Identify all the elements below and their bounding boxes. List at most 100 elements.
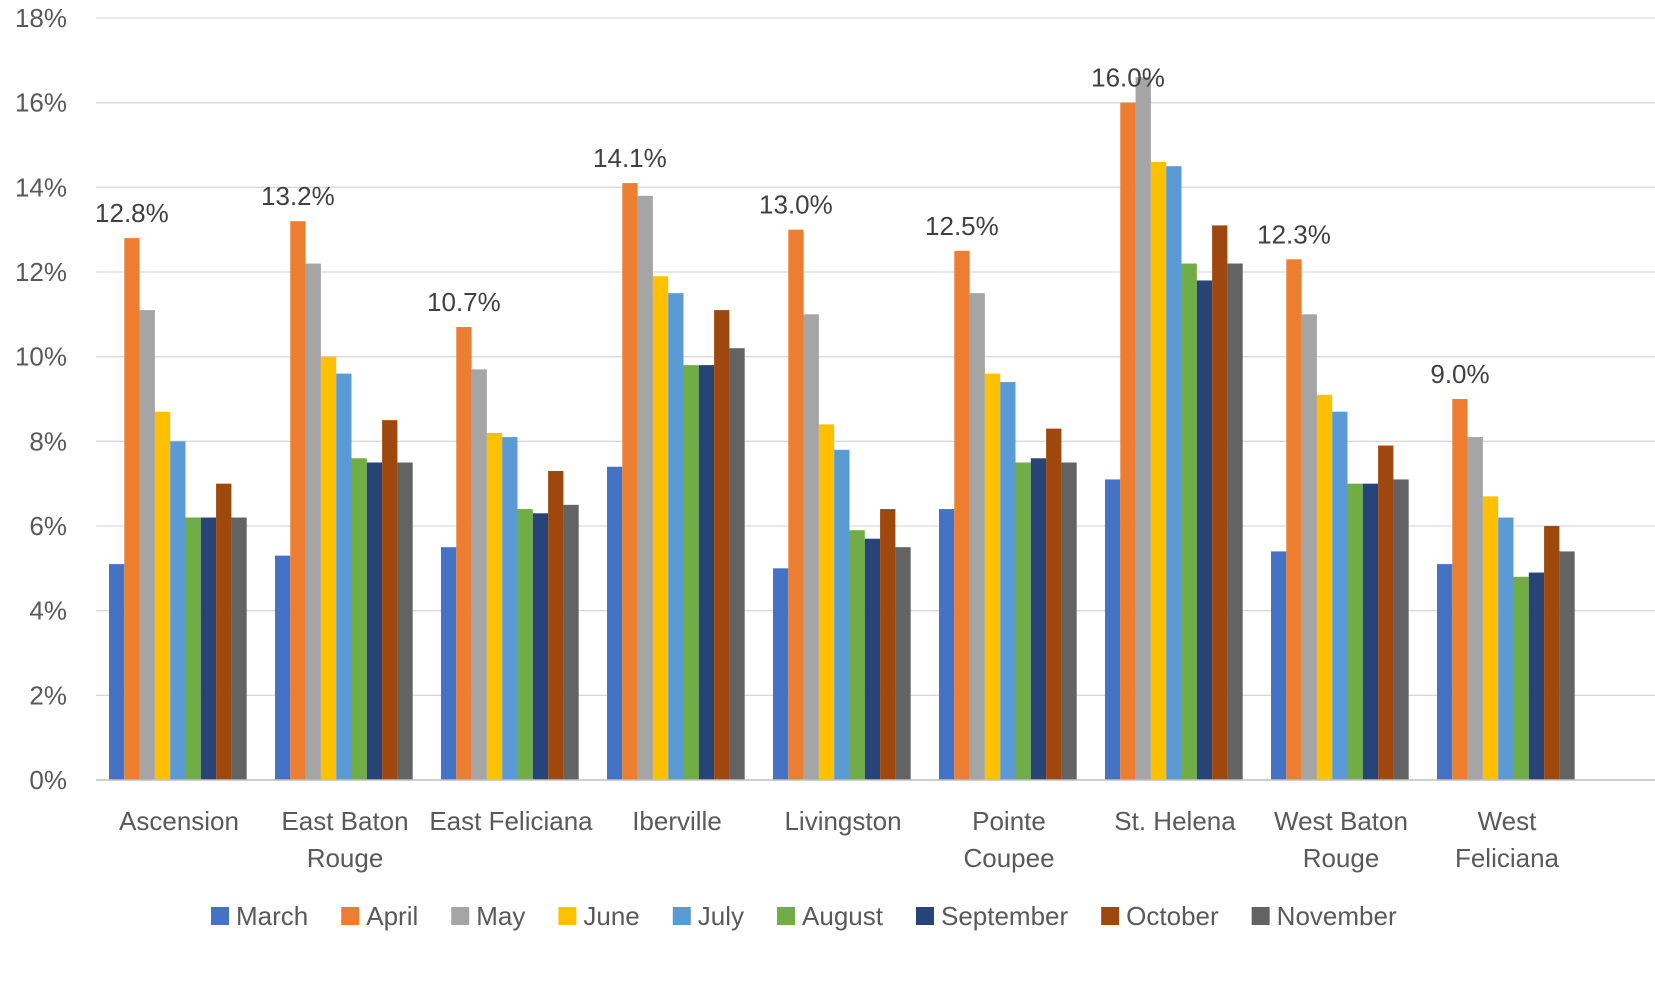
legend-item-september: September xyxy=(915,901,1069,931)
legend-label: November xyxy=(1277,901,1397,931)
bar-june-west-baton-rouge xyxy=(1316,394,1333,780)
legend-swatch xyxy=(1101,907,1120,925)
bar-august-ascension xyxy=(185,517,201,780)
bar-march-st-helena xyxy=(1105,479,1121,780)
bar-september-west-baton-rouge xyxy=(1362,483,1379,780)
bar-may-west-feliciana xyxy=(1467,437,1483,780)
data-label: 9.0% xyxy=(1430,359,1489,389)
bar-march-east-baton-rouge xyxy=(275,555,291,780)
legend-label: March xyxy=(236,901,308,931)
x-tick-label: Pointe Coupee xyxy=(963,806,1054,873)
legend-swatch xyxy=(672,907,691,925)
bar-august-st-helena xyxy=(1181,263,1197,780)
bar-november-east-feliciana xyxy=(563,504,579,780)
bar-october-east-feliciana xyxy=(548,470,564,780)
bar-march-west-feliciana xyxy=(1437,564,1453,780)
y-tick-label: 2% xyxy=(29,680,67,710)
legend-item-april: April xyxy=(341,901,418,931)
legend-item-march: March xyxy=(211,901,308,931)
y-tick-label: 12% xyxy=(15,257,67,287)
legend-label: July xyxy=(698,901,744,931)
bar-july-west-feliciana xyxy=(1498,517,1514,780)
bars xyxy=(109,77,1575,781)
legend-swatch xyxy=(915,907,934,925)
bar-october-west-baton-rouge xyxy=(1378,445,1394,780)
legend-label: June xyxy=(583,901,639,931)
bar-april-west-feliciana xyxy=(1452,399,1468,780)
x-tick-label: Iberville xyxy=(632,806,722,836)
bar-july-st-helena xyxy=(1166,166,1182,781)
y-tick-label: 18% xyxy=(15,3,67,33)
bar-april-livingston xyxy=(788,229,804,781)
x-tick-label: Livingston xyxy=(784,806,901,836)
legend-item-october: October xyxy=(1101,901,1219,931)
bar-september-iberville xyxy=(698,365,715,780)
bar-october-pointe-coupee xyxy=(1046,428,1062,780)
bar-april-east-feliciana xyxy=(456,327,472,780)
bar-august-iberville xyxy=(683,365,699,780)
data-label: 16.0% xyxy=(1091,63,1165,93)
bar-march-ascension xyxy=(109,564,125,780)
bar-july-west-baton-rouge xyxy=(1332,411,1348,780)
bar-october-ascension xyxy=(216,483,232,780)
data-labels: 12.8% 13.2% 10.7% 14.1% 13.0% 12.5% 16.0% 12.3%… xyxy=(95,63,1490,389)
bar-september-livingston xyxy=(864,538,881,780)
bar-june-st-helena xyxy=(1150,161,1167,780)
bar-november-east-baton-rouge xyxy=(397,462,413,780)
bar-june-pointe-coupee xyxy=(984,373,1001,780)
bar-october-st-helena xyxy=(1212,225,1228,780)
legend-item-august: August xyxy=(777,901,884,931)
bar-september-east-feliciana xyxy=(532,513,549,780)
legend-label: May xyxy=(476,901,525,931)
bar-november-pointe-coupee xyxy=(1061,462,1077,780)
bar-july-pointe-coupee xyxy=(1000,382,1016,780)
bar-november-st-helena xyxy=(1227,263,1243,780)
data-label: 13.2% xyxy=(261,181,335,211)
data-label: 12.5% xyxy=(925,211,999,241)
y-axis: 0% 2% 4% 6% 8% 10% 12% 14% 16% 18% xyxy=(15,3,67,795)
legend-label: April xyxy=(366,901,418,931)
bar-april-west-baton-rouge xyxy=(1286,259,1302,780)
y-tick-label: 16% xyxy=(15,88,67,118)
bar-july-livingston xyxy=(834,449,850,780)
bar-october-livingston xyxy=(880,509,896,780)
bar-may-pointe-coupee xyxy=(969,293,985,780)
bar-april-st-helena xyxy=(1120,102,1136,781)
bar-july-east-baton-rouge xyxy=(336,373,352,780)
bar-may-livingston xyxy=(803,314,819,780)
y-tick-label: 10% xyxy=(15,342,67,372)
bar-october-iberville xyxy=(714,310,730,780)
y-tick-label: 14% xyxy=(15,172,67,202)
legend-label: August xyxy=(802,901,884,931)
bar-november-west-baton-rouge xyxy=(1393,479,1409,780)
legend: March April May June July August September Octo… xyxy=(211,901,1397,931)
bar-march-west-baton-rouge xyxy=(1271,551,1287,780)
y-tick-label: 8% xyxy=(29,426,67,456)
bar-june-west-feliciana xyxy=(1482,496,1499,780)
x-tick-label: East Baton Rouge xyxy=(281,806,408,873)
bar-march-iberville xyxy=(607,466,623,780)
bar-july-iberville xyxy=(668,293,684,780)
bar-november-west-feliciana xyxy=(1559,551,1575,780)
x-tick-label: St. Helena xyxy=(1114,806,1236,836)
bar-july-east-feliciana xyxy=(502,437,518,780)
bar-august-east-baton-rouge xyxy=(351,458,367,780)
bar-november-iberville xyxy=(729,348,745,780)
bar-august-east-feliciana xyxy=(517,509,533,780)
bar-june-iberville xyxy=(652,276,669,780)
legend-swatch xyxy=(341,907,360,925)
bar-july-ascension xyxy=(170,441,186,780)
legend-item-may: May xyxy=(451,901,525,931)
y-tick-label: 6% xyxy=(29,511,67,541)
bar-november-ascension xyxy=(231,517,247,780)
bar-june-east-feliciana xyxy=(486,432,503,780)
x-axis: Ascension East Baton Rouge East Feliciana Ib… xyxy=(96,779,1655,873)
bar-august-livingston xyxy=(849,530,865,780)
bar-march-pointe-coupee xyxy=(939,509,955,780)
bar-june-east-baton-rouge xyxy=(320,356,337,780)
legend-swatch xyxy=(451,907,470,925)
legend-swatch xyxy=(777,907,796,925)
bar-march-east-feliciana xyxy=(441,547,457,780)
